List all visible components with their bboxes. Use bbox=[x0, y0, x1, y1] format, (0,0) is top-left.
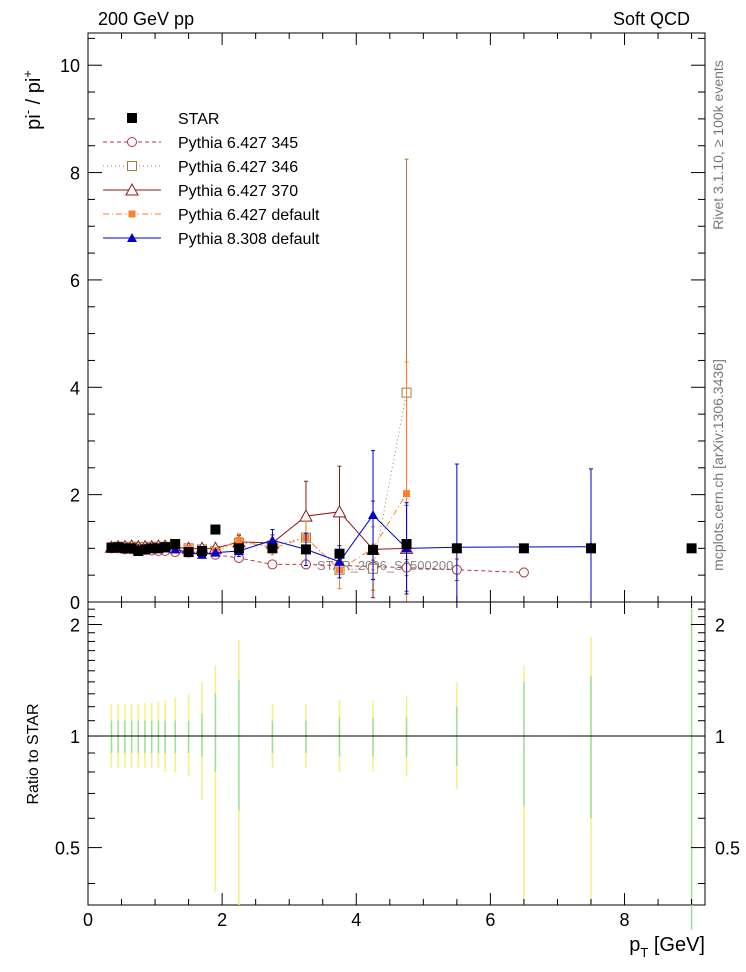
ratio-axis-ticks bbox=[87, 601, 705, 905]
legend-label: Pythia 6.427 345 bbox=[178, 135, 298, 152]
y-label-divider: / pi bbox=[23, 78, 45, 110]
y-label-pi-minus: pi bbox=[23, 114, 45, 130]
marker-filled-square bbox=[334, 548, 345, 559]
x-axis-label: pT [GeV] bbox=[629, 934, 705, 960]
marker-filled-square bbox=[133, 546, 144, 557]
y-tick-label: 8 bbox=[70, 164, 80, 184]
y-tick-label: 4 bbox=[70, 378, 80, 398]
ratio-y-tick-labels: 0.5 0.5 1 1 2 2 bbox=[55, 615, 740, 858]
legend: STAR Pythia 6.427 345 Pythia 6.427 346 Pyth… bbox=[103, 111, 320, 248]
marker-open-circle bbox=[267, 559, 278, 570]
mcplots-label: mcplots.cern.ch [arXiv:1306.3436] bbox=[710, 359, 726, 571]
series-3 bbox=[104, 465, 414, 599]
marker-small-square bbox=[235, 536, 243, 544]
ratio-y-tick-label-left: 1 bbox=[70, 727, 80, 747]
main-axis-ticks bbox=[87, 33, 705, 603]
marker-open-triangle bbox=[125, 182, 139, 196]
legend-label: Pythia 6.427 346 bbox=[178, 159, 298, 176]
y-label-sup-plus: + bbox=[20, 70, 35, 78]
legend-label: Pythia 6.427 370 bbox=[178, 183, 298, 200]
marker-filled-square bbox=[585, 543, 596, 554]
x-tick-labels: 0 2 4 6 8 bbox=[83, 910, 630, 930]
marker-filled-triangle bbox=[368, 510, 379, 520]
y-tick-label: 2 bbox=[70, 486, 80, 506]
ratio-y-tick-label-right: 1 bbox=[715, 727, 725, 747]
marker-filled-square bbox=[300, 544, 311, 555]
marker-filled-square bbox=[210, 524, 221, 535]
marker-filled-square bbox=[127, 113, 137, 123]
marker-filled-square bbox=[518, 543, 529, 554]
ratio-y-tick-label-right: 2 bbox=[715, 615, 725, 635]
x-tick-label: 6 bbox=[485, 910, 495, 930]
ratio-y-axis-label: Ratio to STAR bbox=[25, 703, 42, 804]
marker-open-circle bbox=[518, 567, 529, 578]
main-series-group bbox=[104, 158, 697, 603]
marker-small-square bbox=[128, 210, 136, 218]
marker-filled-square bbox=[686, 543, 697, 554]
marker-open-circle bbox=[127, 137, 137, 147]
x-tick-label: 2 bbox=[217, 910, 227, 930]
x-tick-label: 8 bbox=[620, 910, 630, 930]
marker-open-square bbox=[127, 161, 137, 171]
marker-filled-triangle bbox=[210, 547, 221, 557]
marker-filled-square bbox=[267, 543, 278, 554]
marker-filled-square bbox=[197, 546, 208, 557]
legend-label: STAR bbox=[178, 111, 219, 128]
marker-filled-square bbox=[170, 539, 181, 550]
y-tick-label: 0 bbox=[70, 593, 80, 613]
main-y-axis-label: pi- / pi+ bbox=[20, 70, 45, 130]
marker-filled-triangle bbox=[267, 535, 278, 545]
marker-filled-square bbox=[113, 542, 124, 553]
ratio-uncertainty-bands bbox=[110, 602, 693, 930]
ratio-y-tick-label-left: 0.5 bbox=[55, 839, 80, 859]
legend-label: Pythia 8.308 default bbox=[178, 231, 320, 248]
series-0 bbox=[106, 524, 697, 559]
marker-small-square bbox=[403, 490, 411, 498]
ratio-plot-frame bbox=[87, 601, 706, 906]
marker-filled-square bbox=[153, 543, 164, 554]
marker-filled-triangle bbox=[334, 556, 345, 566]
watermark: STAR_2006_S6500200 bbox=[317, 558, 453, 573]
marker-filled-square bbox=[451, 543, 462, 554]
ratio-y-tick-label-left: 2 bbox=[70, 615, 80, 635]
y-tick-label: 6 bbox=[70, 271, 80, 291]
x-label-sub-t: T bbox=[640, 945, 648, 960]
marker-filled-square bbox=[183, 547, 194, 558]
x-tick-label: 0 bbox=[83, 910, 93, 930]
x-label-unit: [GeV] bbox=[648, 934, 705, 956]
ratio-y-tick-label-right: 0.5 bbox=[715, 839, 740, 859]
marker-filled-square bbox=[401, 539, 412, 550]
marker-filled-square bbox=[233, 543, 244, 554]
y-tick-label: 10 bbox=[60, 56, 80, 76]
marker-filled-triangle bbox=[127, 233, 137, 242]
marker-filled-square bbox=[126, 543, 137, 554]
series-line bbox=[111, 514, 591, 563]
series-2 bbox=[106, 158, 412, 603]
marker-filled-square bbox=[146, 543, 157, 554]
marker-filled-square bbox=[160, 542, 171, 553]
legend-label: Pythia 6.427 default bbox=[178, 207, 320, 224]
rivet-label: Rivet 3.1.10, ≥ 100k events bbox=[710, 60, 726, 230]
marker-filled-square bbox=[119, 543, 130, 554]
x-tick-label: 4 bbox=[351, 910, 361, 930]
marker-open-triangle bbox=[332, 504, 347, 518]
series-5 bbox=[106, 450, 596, 603]
marker-filled-square bbox=[106, 542, 117, 553]
marker-filled-square bbox=[368, 544, 379, 555]
main-y-tick-labels: 0 2 4 6 8 10 bbox=[60, 56, 80, 613]
x-label-p: p bbox=[629, 934, 640, 956]
header-right-label: Soft QCD bbox=[613, 9, 690, 29]
marker-filled-square bbox=[140, 544, 151, 555]
y-label-sup-minus: - bbox=[20, 110, 35, 114]
header-left-label: 200 GeV pp bbox=[98, 9, 194, 29]
